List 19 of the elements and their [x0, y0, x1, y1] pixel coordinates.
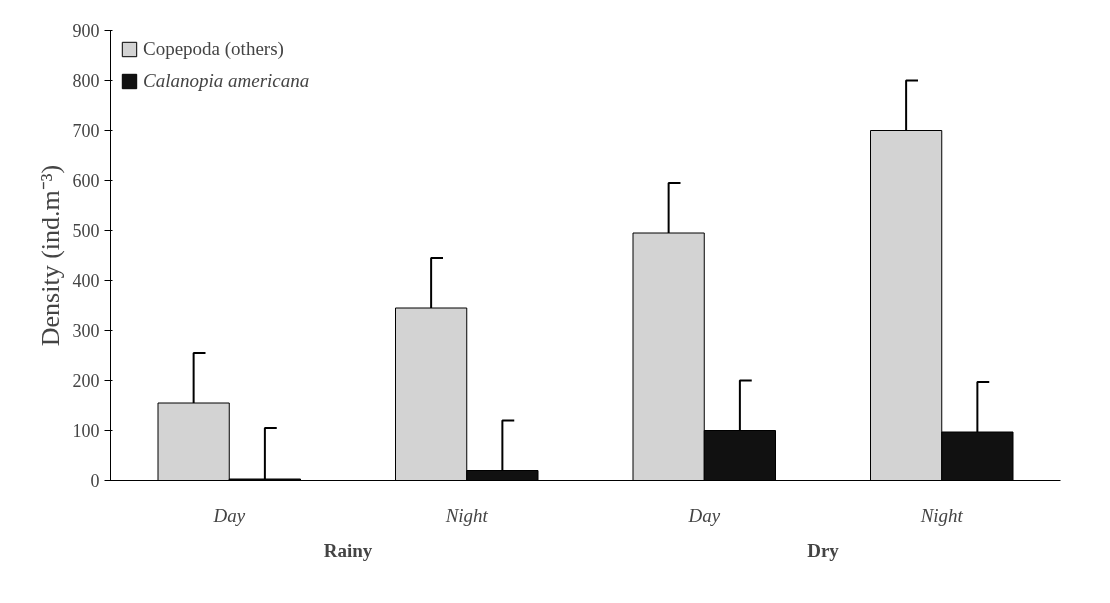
legend-label: Copepoda (others) [143, 38, 284, 60]
y-tick-label: 800 [72, 71, 100, 91]
y-tick-label: 200 [72, 371, 100, 391]
y-tick-label: 900 [72, 21, 100, 41]
y-tick-label: 0 [90, 471, 100, 491]
text: Rainy [323, 539, 373, 561]
x-tick-label: Day [687, 504, 721, 526]
legend-label: Calanopia americana [143, 70, 310, 92]
x-tick-label: Night [919, 504, 964, 526]
x-tick-label: Day [212, 504, 246, 526]
y-tick-label: 300 [72, 321, 100, 341]
y-axis-title: Density (ind.m⁻³) [35, 164, 65, 347]
y-tick-label: 500 [72, 221, 100, 241]
x-tick-label: Night [444, 504, 489, 526]
y-tick-label: 700 [72, 121, 100, 141]
text: Dry [807, 539, 840, 561]
y-tick-label: 100 [72, 421, 100, 441]
y-tick-label: 600 [72, 171, 100, 191]
y-tick-label: 400 [72, 271, 100, 291]
